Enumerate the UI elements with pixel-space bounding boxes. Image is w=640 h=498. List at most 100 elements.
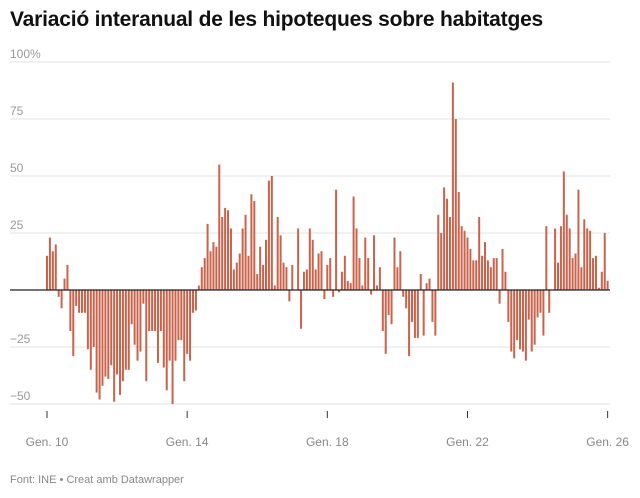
bar-2014-3: [192, 290, 194, 313]
bar-2015-12: [253, 201, 256, 290]
bar-2023-10: [527, 290, 530, 320]
bar-2018-6: [340, 271, 343, 290]
x-tick-label: Gen. 14: [166, 435, 209, 449]
bar-2010-3: [51, 251, 54, 290]
bar-2025-2: [574, 253, 577, 290]
bar-2011-7: [98, 290, 101, 400]
bar-2023-8: [521, 290, 524, 352]
bar-2024-8: [557, 262, 559, 290]
bar-2022-6: [481, 255, 484, 290]
bar-2025-6: [586, 228, 589, 290]
x-axis-ticks: Gen. 10 Gen. 14 Gen. 18 Gen. 22 Gen. 26: [26, 411, 629, 449]
bar-2022-2: [469, 248, 472, 290]
bar-2022-8: [486, 260, 489, 290]
bar-2023-6: [516, 290, 519, 341]
bar-2012-6: [130, 290, 133, 325]
bar-2010-9: [69, 290, 72, 332]
bar-2019-1: [361, 285, 364, 290]
bar-2022-12: [498, 290, 501, 304]
bar-2015-4: [229, 228, 232, 290]
bar-2011-8: [101, 290, 104, 386]
bar-2010-10: [72, 290, 75, 357]
bar-2012-8: [136, 290, 139, 361]
bar-2010-5: [57, 290, 60, 297]
bar-2011-5: [92, 290, 95, 347]
bar-2014-11: [215, 246, 218, 290]
bar-2017-12: [323, 290, 326, 300]
bar-2012-7: [133, 290, 136, 345]
bar-2014-10: [212, 242, 215, 290]
bar-2010-2: [48, 237, 51, 290]
bar-2018-12: [358, 258, 361, 290]
bar-2021-9: [454, 119, 457, 290]
x-tick-label: Gen. 22: [446, 435, 489, 449]
bar-2023-5: [513, 290, 516, 359]
bar-2010-8: [66, 264, 69, 290]
bar-2019-7: [378, 267, 381, 290]
bar-2017-3: [297, 228, 300, 290]
bar-2021-1: [431, 290, 434, 322]
bar-2025-12: [603, 233, 606, 290]
bar-2012-5: [127, 290, 130, 370]
bar-2018-1: [326, 264, 329, 290]
bar-2025-4: [580, 267, 583, 290]
bar-2019-11: [390, 290, 393, 325]
bar-2017-4: [300, 290, 303, 329]
bar-2011-3: [86, 290, 89, 350]
bar-2025-8: [592, 258, 595, 290]
bar-2020-7: [413, 290, 416, 338]
y-tick-label: 100%: [10, 47, 41, 61]
bar-2010-7: [63, 278, 66, 290]
bar-2016-4: [265, 239, 267, 290]
bar-2024-2: [539, 290, 542, 313]
bar-2023-12: [533, 290, 536, 345]
bar-2020-4: [405, 290, 408, 309]
bar-2020-12: [428, 278, 431, 290]
bar-2016-5: [267, 180, 270, 290]
bar-2016-7: [273, 285, 276, 290]
bar-2018-4: [335, 189, 338, 290]
bar-2022-4: [475, 260, 478, 290]
bar-2024-7: [554, 228, 557, 290]
bar-2016-11: [285, 267, 288, 290]
x-tick-label: Gen. 10: [26, 435, 69, 449]
bar-2016-10: [282, 262, 285, 290]
bar-2013-5: [162, 290, 165, 368]
chart-title: Variació interanual de les hipoteques so…: [10, 8, 544, 31]
bar-2016-2: [259, 246, 262, 290]
bar-2015-7: [238, 253, 241, 290]
bar-2020-2: [399, 251, 402, 290]
bar-2014-4: [194, 290, 197, 311]
bar-2021-5: [443, 187, 446, 290]
bar-2015-5: [232, 269, 235, 290]
x-tick-label: Gen. 26: [586, 435, 629, 449]
bar-2016-3: [262, 264, 265, 290]
bars: [46, 82, 609, 404]
bar-2014-7: [203, 258, 206, 290]
bar-2019-10: [387, 290, 390, 316]
bar-2020-6: [411, 290, 413, 322]
bar-2012-1: [116, 290, 119, 375]
bar-2026-1: [606, 280, 609, 290]
bar-2025-3: [577, 189, 580, 290]
y-tick-label: 50: [10, 161, 24, 175]
bar-2018-8: [346, 280, 349, 290]
bar-2021-4: [440, 233, 443, 290]
y-tick-label: 75: [10, 104, 24, 118]
footer-separator: •: [59, 474, 64, 486]
bar-2011-4: [89, 290, 92, 370]
bar-2013-4: [159, 290, 162, 332]
bar-2010-11: [75, 290, 78, 306]
bar-2023-1: [501, 248, 504, 290]
bar-2018-11: [355, 228, 358, 290]
bar-2019-3: [367, 258, 370, 290]
bar-2022-5: [478, 217, 481, 290]
bar-2015-10: [247, 255, 250, 290]
bar-2019-9: [384, 290, 387, 354]
bar-2017-10: [317, 253, 320, 290]
bar-2013-11: [180, 290, 183, 341]
bar-2013-6: [165, 290, 168, 391]
y-tick-label: −50: [10, 389, 31, 403]
bar-2021-8: [451, 82, 454, 291]
chart-footer: Font: INE • Creat amb Datawrapper: [10, 474, 184, 486]
